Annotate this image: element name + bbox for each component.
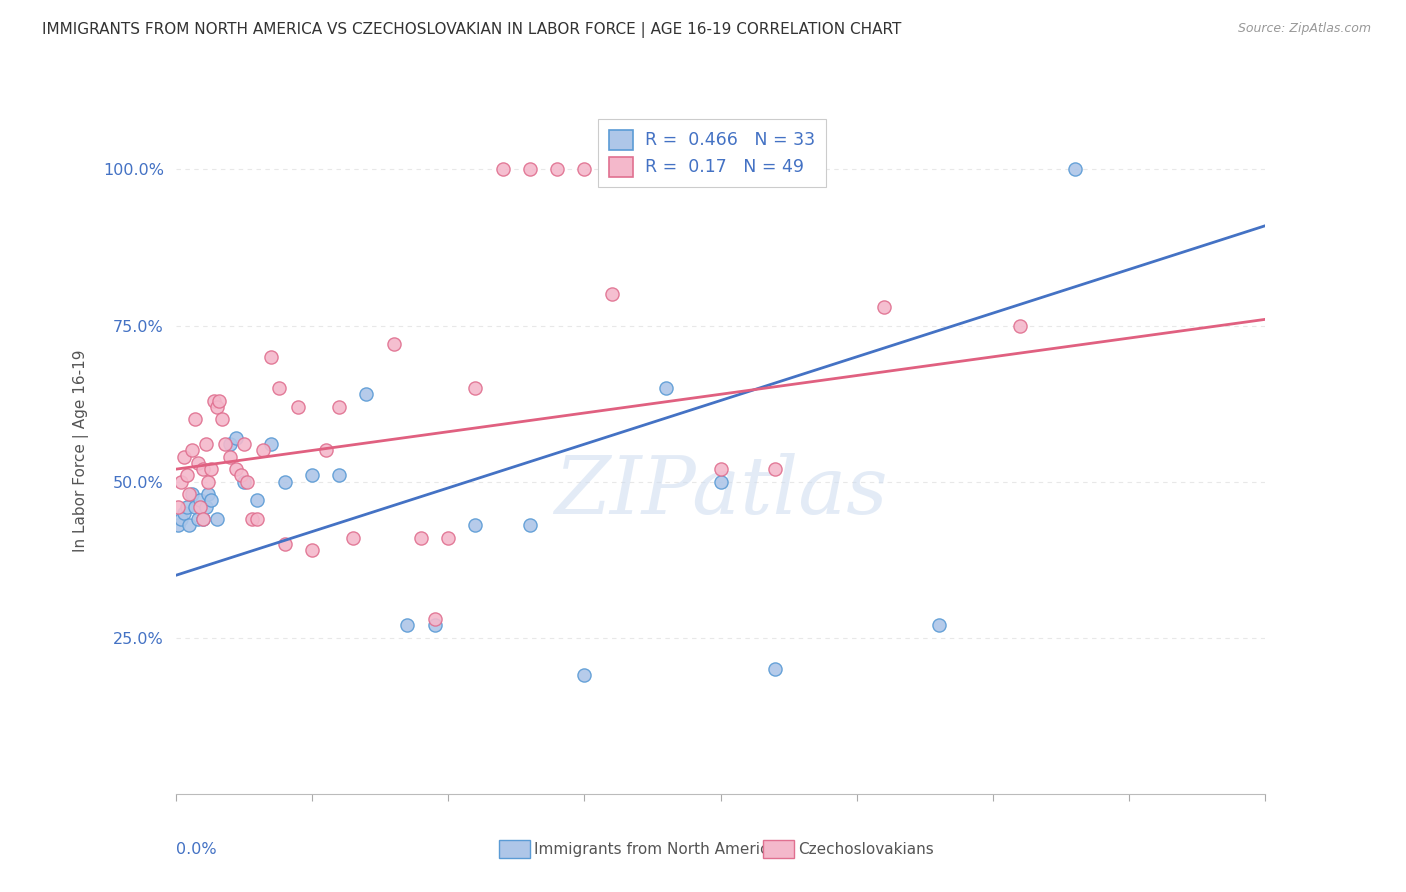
Point: [170, 475, 193, 489]
Point: [176, 500, 198, 514]
Point: [464, 381, 486, 395]
Point: [181, 443, 204, 458]
Point: [205, 512, 228, 526]
Point: [710, 462, 733, 476]
Point: [246, 493, 269, 508]
Point: [219, 450, 242, 464]
Point: [191, 512, 214, 526]
Point: [197, 475, 219, 489]
Point: [274, 537, 297, 551]
Point: [574, 162, 596, 177]
Point: [200, 462, 222, 476]
Point: [173, 450, 195, 464]
Point: [252, 443, 274, 458]
Point: [301, 543, 323, 558]
Point: [423, 618, 446, 632]
Legend: R =  0.466   N = 33, R =  0.17   N = 49: R = 0.466 N = 33, R = 0.17 N = 49: [599, 120, 825, 187]
Point: [246, 512, 269, 526]
Point: [763, 462, 786, 476]
Point: [167, 518, 190, 533]
Point: [315, 443, 337, 458]
Point: [181, 487, 204, 501]
Point: [225, 431, 247, 445]
Point: [301, 468, 323, 483]
Point: [205, 400, 228, 414]
Point: [167, 500, 190, 514]
Point: [232, 437, 254, 451]
Point: [231, 468, 253, 483]
Y-axis label: In Labor Force | Age 16-19: In Labor Force | Age 16-19: [73, 349, 89, 552]
Point: [197, 487, 219, 501]
Point: [191, 512, 214, 526]
Point: [396, 618, 419, 632]
Point: [235, 475, 257, 489]
Point: [240, 512, 263, 526]
Text: ZIPatlas: ZIPatlas: [554, 453, 887, 531]
Point: [211, 412, 233, 426]
Point: [194, 500, 217, 514]
Point: [328, 400, 350, 414]
Point: [179, 487, 201, 501]
Point: [202, 393, 225, 408]
Point: [574, 668, 596, 682]
Point: [873, 300, 896, 314]
Point: [519, 518, 541, 533]
Text: Czechoslovakians: Czechoslovakians: [799, 842, 935, 856]
Point: [546, 162, 568, 177]
Point: [342, 531, 364, 545]
Point: [600, 287, 623, 301]
Text: IMMIGRANTS FROM NORTH AMERICA VS CZECHOSLOVAKIAN IN LABOR FORCE | AGE 16-19 CORR: IMMIGRANTS FROM NORTH AMERICA VS CZECHOS…: [42, 22, 901, 38]
Point: [492, 162, 515, 177]
Point: [423, 612, 446, 626]
Point: [519, 162, 541, 177]
Point: [437, 531, 460, 545]
Point: [184, 500, 207, 514]
Text: Source: ZipAtlas.com: Source: ZipAtlas.com: [1237, 22, 1371, 36]
Point: [186, 512, 209, 526]
Point: [176, 468, 198, 483]
Point: [191, 462, 214, 476]
Point: [260, 350, 283, 364]
Point: [184, 412, 207, 426]
Point: [1010, 318, 1032, 333]
Point: [194, 437, 217, 451]
Point: [188, 500, 211, 514]
Point: [269, 381, 291, 395]
Point: [179, 518, 201, 533]
Point: [464, 518, 486, 533]
Point: [232, 475, 254, 489]
Point: [356, 387, 378, 401]
Point: [170, 512, 193, 526]
Point: [382, 337, 405, 351]
Text: 0.0%: 0.0%: [176, 842, 217, 857]
Point: [188, 493, 211, 508]
Point: [219, 437, 242, 451]
Point: [200, 493, 222, 508]
Point: [710, 475, 733, 489]
Point: [928, 618, 950, 632]
Text: Immigrants from North America: Immigrants from North America: [534, 842, 778, 856]
Point: [186, 456, 209, 470]
Point: [225, 462, 247, 476]
Point: [287, 400, 309, 414]
Point: [214, 437, 236, 451]
Point: [173, 506, 195, 520]
Point: [409, 531, 432, 545]
Point: [260, 437, 283, 451]
Point: [208, 393, 231, 408]
Point: [763, 662, 786, 676]
Point: [655, 381, 678, 395]
Point: [274, 475, 297, 489]
Point: [328, 468, 350, 483]
Point: [1063, 162, 1085, 177]
